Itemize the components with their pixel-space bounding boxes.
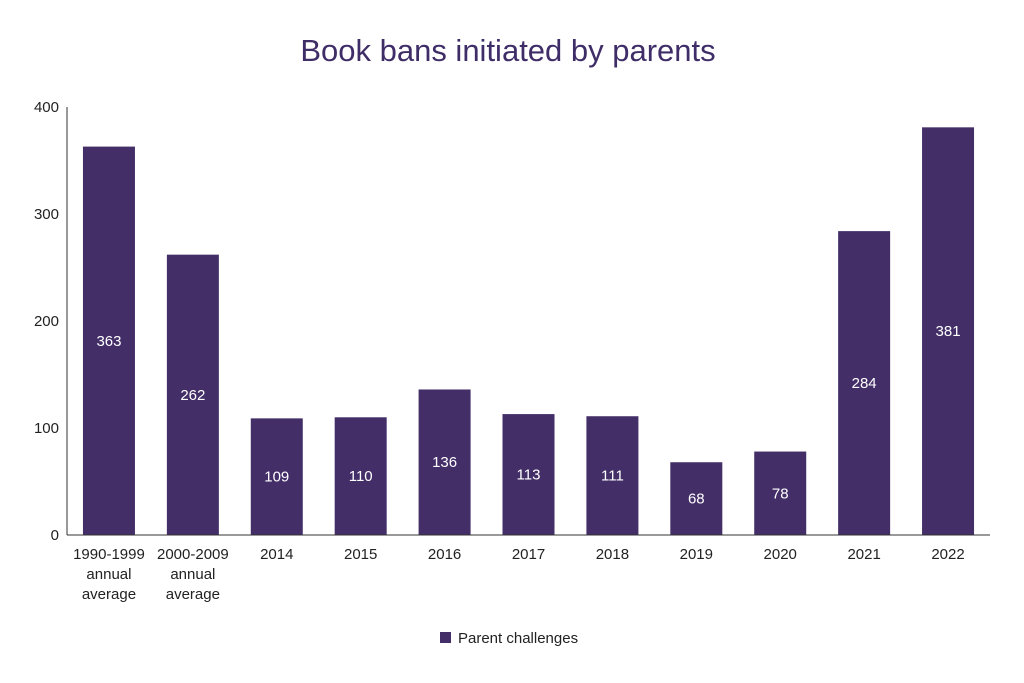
x-tick-label-line: 2000-2009 bbox=[157, 546, 229, 563]
x-tick-label-line: average bbox=[166, 586, 220, 603]
bar bbox=[418, 389, 471, 535]
legend-swatch bbox=[440, 632, 451, 643]
x-axis: 1990-1999 annual average 2000-2009 annual ave… bbox=[67, 534, 990, 603]
y-axis: 0 100 200 300 400 bbox=[34, 99, 68, 544]
x-tick-label-line: 2015 bbox=[344, 546, 377, 563]
bar-value-label: 381 bbox=[936, 323, 961, 340]
bar-value-label: 136 bbox=[432, 454, 457, 471]
y-tick-label: 200 bbox=[34, 313, 59, 330]
bar bbox=[754, 451, 807, 535]
x-tick-label-line: 2022 bbox=[931, 546, 964, 563]
x-tick-label: 2016 bbox=[428, 546, 461, 563]
bar-value-label: 111 bbox=[601, 468, 624, 485]
bar-value-label: 78 bbox=[772, 485, 789, 502]
y-tick-label: 400 bbox=[34, 99, 59, 116]
x-tick-label: 2020 bbox=[764, 546, 797, 563]
bar bbox=[82, 146, 135, 535]
x-tick-label: 2019 bbox=[680, 546, 713, 563]
x-tick-label-line: 2021 bbox=[847, 546, 880, 563]
bar-value-label: 363 bbox=[96, 333, 121, 350]
y-tick-label: 300 bbox=[34, 206, 59, 223]
y-tick-label: 0 bbox=[51, 527, 59, 544]
x-tick-label-line: 1990-1999 bbox=[73, 546, 145, 563]
x-tick-label-line: annual bbox=[86, 566, 131, 583]
x-tick-label-line: average bbox=[82, 586, 136, 603]
bar-value-label: 109 bbox=[264, 469, 289, 486]
x-tick-label-line: 2014 bbox=[260, 546, 293, 563]
legend: Parent challenges bbox=[440, 630, 578, 647]
x-tick-label-line: annual bbox=[170, 566, 215, 583]
bar bbox=[670, 462, 723, 535]
bar-value-label: 262 bbox=[180, 387, 205, 404]
x-tick-label-line: 2018 bbox=[596, 546, 629, 563]
x-tick-label: 1990-1999 annual average bbox=[73, 546, 145, 603]
x-tick-label-line: 2019 bbox=[680, 546, 713, 563]
x-tick-label: 2000-2009 annual average bbox=[157, 546, 229, 603]
x-tick-label: 2022 bbox=[931, 546, 964, 563]
x-tick-label: 2021 bbox=[847, 546, 880, 563]
bar bbox=[502, 414, 555, 535]
x-tick-label: 2015 bbox=[344, 546, 377, 563]
chart-title: Book bans initiated by parents bbox=[300, 33, 715, 68]
bar bbox=[838, 231, 891, 535]
bar bbox=[334, 417, 387, 535]
x-tick-label: 2017 bbox=[512, 546, 545, 563]
bars: 363 262 109 110 136 113 111 68 78 284 381 bbox=[82, 127, 975, 535]
bar bbox=[250, 418, 303, 535]
x-tick-label: 2014 bbox=[260, 546, 293, 563]
x-tick-label-line: 2017 bbox=[512, 546, 545, 563]
bar bbox=[586, 416, 639, 535]
bar bbox=[922, 127, 975, 535]
bar-value-label: 110 bbox=[349, 468, 373, 485]
x-tick-label-line: 2016 bbox=[428, 546, 461, 563]
bar-value-label: 284 bbox=[852, 375, 877, 392]
legend-label: Parent challenges bbox=[458, 630, 578, 647]
bar-value-label: 68 bbox=[688, 491, 705, 508]
x-tick-label: 2018 bbox=[596, 546, 629, 563]
bar-value-label: 113 bbox=[517, 467, 541, 484]
x-tick-label-line: 2020 bbox=[764, 546, 797, 563]
y-tick-label: 100 bbox=[34, 420, 59, 437]
bar bbox=[166, 254, 219, 535]
